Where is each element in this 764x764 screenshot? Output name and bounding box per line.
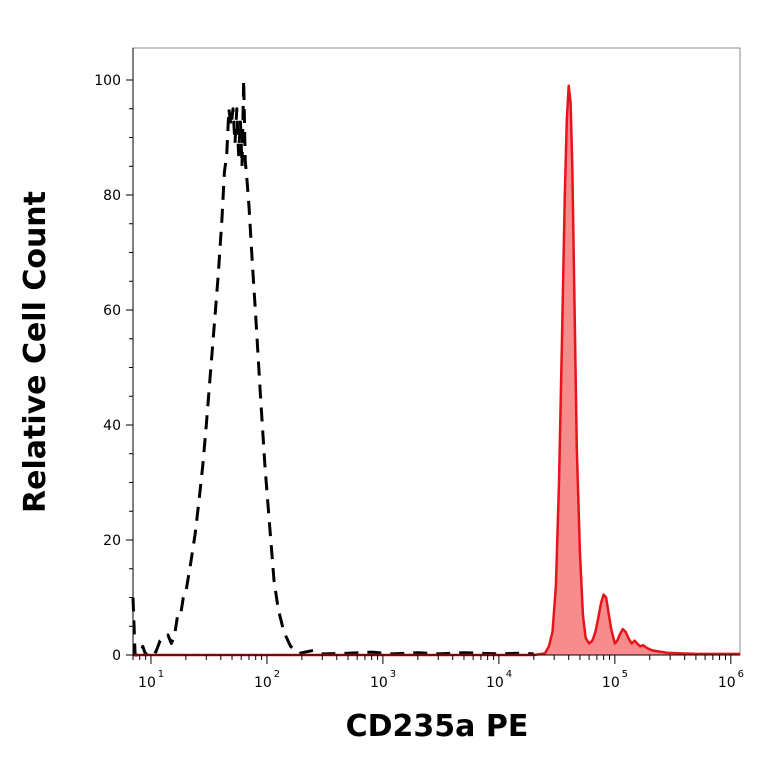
plot-border [132,47,741,656]
y-axis-title: Relative Cell Count [18,191,53,513]
x-tick-label: 10 [254,675,272,691]
x-tick-label: 10 [370,675,388,691]
x-tick-label: 10 [602,675,620,691]
x-tick-label: 10 [718,675,736,691]
x-tick-exponent: 1 [158,669,164,680]
x-tick-label: 10 [486,675,504,691]
y-axis: 0 20 40 60 80 100 [94,48,134,664]
x-axis-title: CD235a PE [346,709,529,744]
x-tick-exponent: 5 [622,669,628,680]
x-tick-exponent: 4 [506,669,512,680]
y-tick-label: 40 [103,418,121,434]
y-tick-label: 80 [103,188,121,204]
series-layer [131,78,740,657]
x-tick-exponent: 2 [274,669,280,680]
y-tick-label: 60 [103,303,121,319]
series-1-line [133,84,740,657]
plot-frame [132,47,741,656]
x-tick-exponent: 3 [390,669,396,680]
y-tick-label: 100 [94,73,121,89]
x-tick-label: 10 [138,675,156,691]
y-tick-label: 20 [103,533,121,549]
series-0-line [131,78,534,657]
x-tick-exponent: 6 [738,669,744,680]
y-tick-label: 0 [112,648,121,664]
